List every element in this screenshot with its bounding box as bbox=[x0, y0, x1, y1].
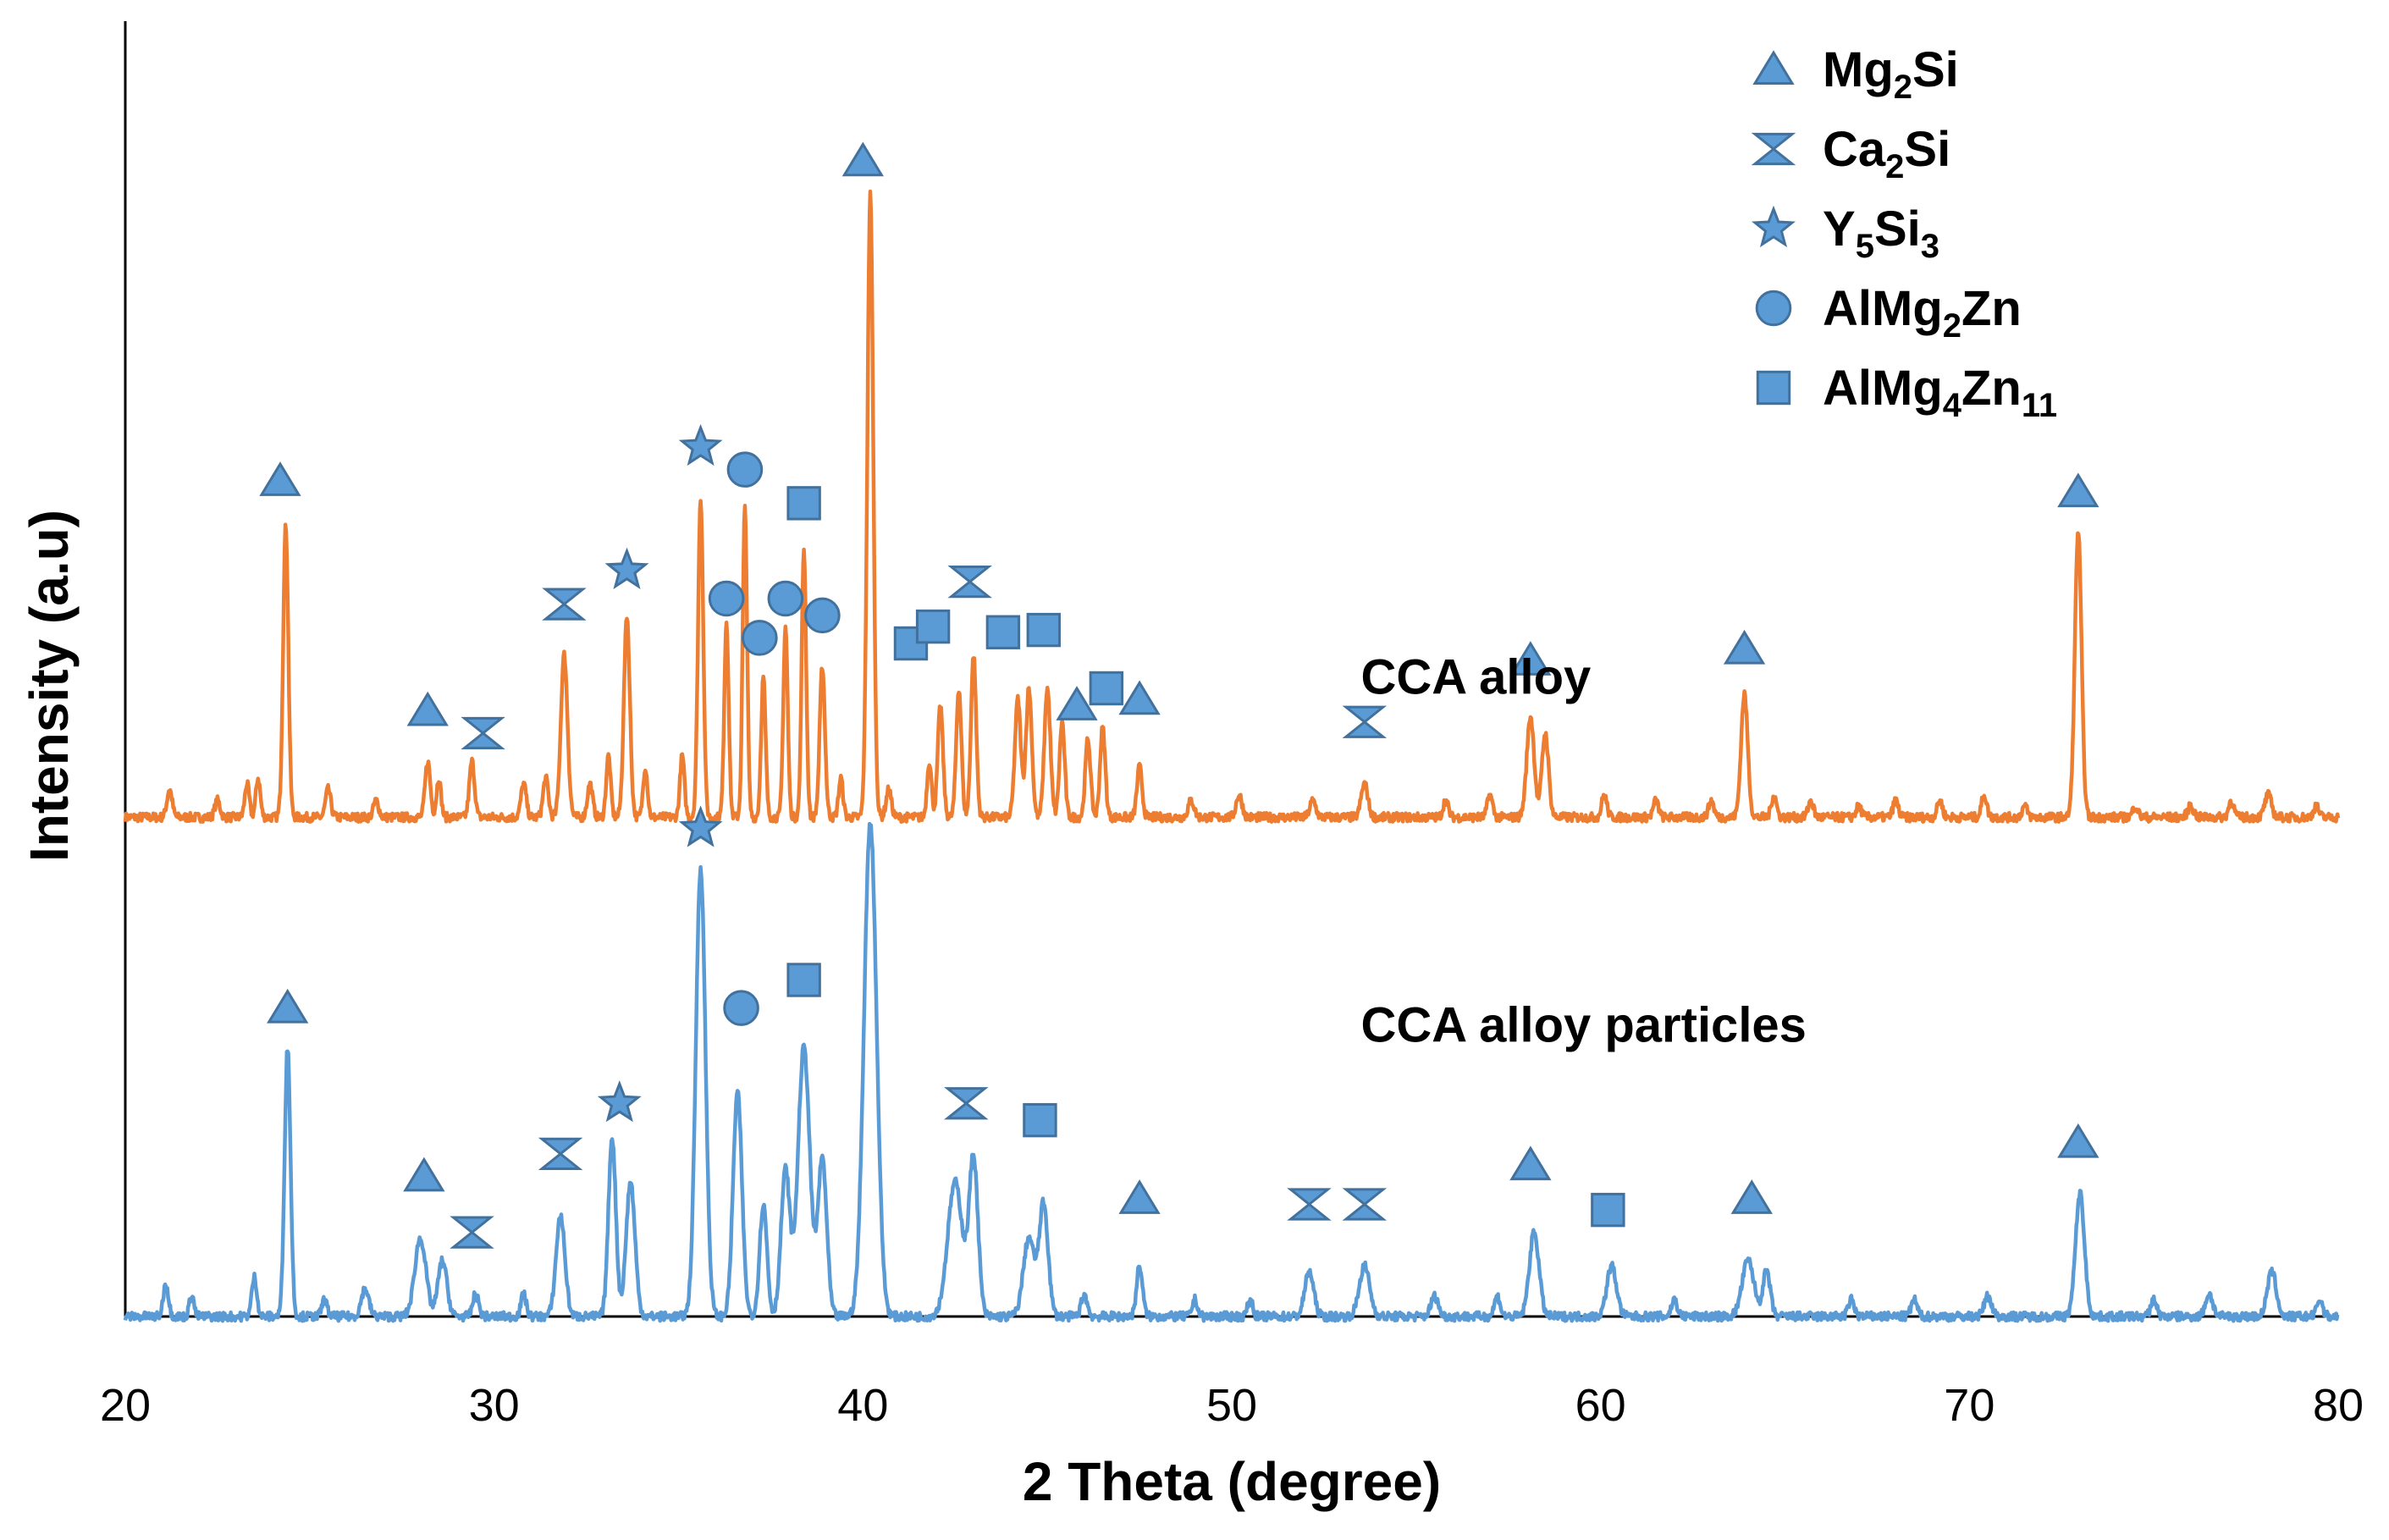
hourglass-marker bbox=[538, 1137, 583, 1170]
hourglass-marker bbox=[944, 1087, 989, 1120]
x-tick-labels: 20 30 40 50 60 70 80 bbox=[100, 1380, 2364, 1431]
x-tick-label: 40 bbox=[837, 1380, 888, 1431]
x-tick-label: 30 bbox=[469, 1380, 520, 1431]
hourglass-marker bbox=[947, 566, 992, 599]
series-label: CCA alloy bbox=[1360, 650, 1591, 705]
triangle-marker bbox=[1509, 1145, 1552, 1181]
triangle-marker bbox=[1723, 629, 1766, 665]
triangle-marker bbox=[2057, 1123, 2099, 1158]
star-marker bbox=[597, 1080, 642, 1123]
circle-marker bbox=[742, 620, 778, 656]
triangle-marker bbox=[259, 461, 301, 496]
hourglass-marker bbox=[1342, 705, 1388, 738]
hourglass-marker bbox=[450, 1216, 494, 1249]
x-tick-label: 70 bbox=[1944, 1380, 1995, 1431]
hourglass-marker bbox=[461, 716, 505, 750]
star-marker bbox=[678, 423, 723, 466]
series-line-cca-alloy bbox=[123, 189, 2341, 824]
x-tick-label: 50 bbox=[1206, 1380, 1257, 1431]
x-tick-label: 80 bbox=[2313, 1380, 2364, 1431]
circle-marker bbox=[804, 597, 841, 634]
legend-label: Mg2Si bbox=[1823, 42, 1959, 106]
square-marker bbox=[1591, 1192, 1625, 1228]
square-marker bbox=[786, 963, 821, 997]
square-marker bbox=[1026, 612, 1062, 648]
legend-item: AlMg4Zn11 bbox=[1756, 361, 2057, 424]
star-marker bbox=[678, 805, 723, 847]
series-labels: CCA alloy CCA alloy particles bbox=[1360, 650, 1806, 1053]
triangle-marker bbox=[1118, 680, 1161, 715]
legend-item: Mg2Si bbox=[1752, 42, 1959, 106]
triangle-marker bbox=[267, 988, 309, 1024]
triangle-marker bbox=[1056, 686, 1098, 720]
series-layer bbox=[123, 189, 2341, 1323]
circle-icon bbox=[1755, 290, 1792, 327]
circle-marker bbox=[708, 580, 745, 617]
square-icon bbox=[1756, 370, 1791, 406]
square-marker bbox=[915, 609, 951, 644]
triangle-marker bbox=[1730, 1179, 1773, 1214]
legend-label: AlMg2Zn bbox=[1823, 281, 2022, 345]
legend-label: AlMg4Zn11 bbox=[1823, 361, 2057, 424]
circle-marker bbox=[767, 580, 804, 617]
square-marker bbox=[1023, 1102, 1057, 1138]
hourglass-icon bbox=[1751, 132, 1796, 166]
triangle-marker bbox=[1118, 1179, 1161, 1214]
star-marker bbox=[604, 547, 649, 589]
plot-area: CCA alloy CCA alloy particles 20 30 40 50 60 7… bbox=[100, 21, 2364, 1431]
hourglass-marker bbox=[542, 588, 587, 621]
triangle-marker bbox=[2057, 472, 2099, 508]
square-marker bbox=[1089, 671, 1124, 706]
triangle-icon bbox=[1752, 50, 1795, 85]
legend-label: Y5Si3 bbox=[1823, 201, 1939, 265]
series-line-cca-alloy-particles bbox=[123, 821, 2340, 1323]
legend: Mg2Si Ca2Si Y5Si3 AlMg2Zn AlMg4Zn11 bbox=[1751, 42, 2057, 424]
hourglass-marker bbox=[1342, 1188, 1388, 1221]
legend-label: Ca2Si bbox=[1823, 122, 1950, 185]
series-label: CCA alloy particles bbox=[1360, 997, 1806, 1052]
square-marker bbox=[985, 615, 1021, 649]
square-marker bbox=[786, 486, 821, 521]
x-tick-label: 20 bbox=[100, 1380, 151, 1431]
triangle-marker bbox=[403, 1156, 445, 1192]
legend-item: AlMg2Zn bbox=[1755, 281, 2022, 345]
y-axis-title: Intensity (a.u) bbox=[19, 510, 80, 862]
legend-item: Y5Si3 bbox=[1752, 201, 1939, 265]
legend-item: Ca2Si bbox=[1751, 122, 1950, 185]
triangle-marker bbox=[406, 691, 449, 726]
x-axis-title: 2 Theta (degree) bbox=[1023, 1451, 1441, 1512]
triangle-marker bbox=[1509, 641, 1552, 676]
star-icon bbox=[1752, 205, 1796, 248]
circle-marker bbox=[726, 451, 764, 488]
circle-marker bbox=[723, 990, 759, 1026]
hourglass-marker bbox=[1287, 1188, 1332, 1221]
x-tick-label: 60 bbox=[1575, 1380, 1626, 1431]
triangle-marker bbox=[841, 141, 884, 177]
annotation-markers bbox=[259, 141, 2099, 1249]
